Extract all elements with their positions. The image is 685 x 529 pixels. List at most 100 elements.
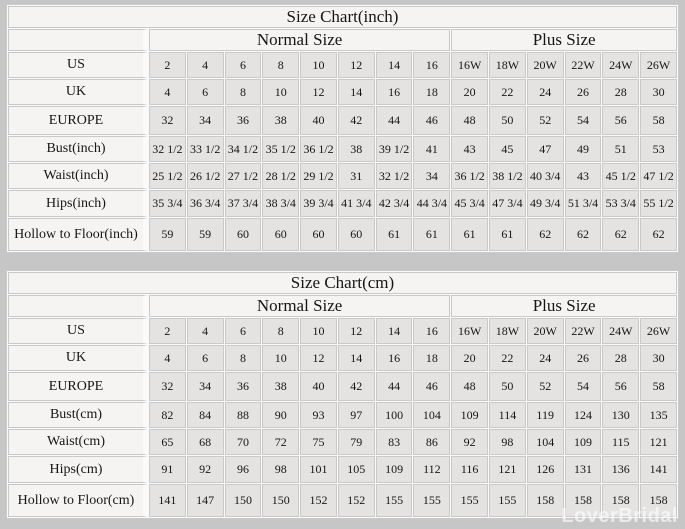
data-cell: 27 1/2	[224, 163, 262, 189]
data-cell: 16	[413, 318, 451, 344]
data-cell: 25 1/2	[149, 163, 186, 189]
data-cell: 152	[300, 484, 337, 517]
data-cell: 14	[337, 345, 375, 371]
data-cell: 47 1/2	[640, 163, 677, 189]
data-cell: 52	[526, 106, 564, 135]
data-cell: 20	[451, 345, 489, 371]
data-cell: 93	[300, 402, 337, 428]
table-title-row: Size Chart(inch)	[8, 6, 677, 28]
data-cell: 158	[526, 484, 564, 517]
data-cell: 92	[451, 429, 489, 455]
data-cell: 45 1/2	[602, 163, 640, 189]
data-cell: 14	[375, 52, 413, 78]
data-cell: 35 3/4	[149, 190, 186, 217]
data-cell: 2	[149, 318, 186, 344]
data-cell: 41 3/4	[337, 190, 375, 217]
data-cell: 6	[224, 52, 262, 78]
data-cell: 14	[337, 79, 375, 105]
data-cell: 155	[375, 484, 413, 517]
data-cell: 48	[451, 106, 489, 135]
data-cell: 10	[262, 345, 300, 371]
data-cell: 135	[640, 402, 677, 428]
data-cell: 28	[602, 345, 640, 371]
data-cell: 104	[526, 429, 564, 455]
data-cell: 8	[224, 79, 262, 105]
table-title: Size Chart(inch)	[8, 6, 677, 28]
table-title: Size Chart(cm)	[8, 272, 677, 294]
data-cell: 12	[300, 79, 337, 105]
table-row: Hollow to Floor(cm) 141 147 150 150 152 152 155…	[8, 484, 677, 517]
data-cell: 34	[186, 372, 224, 401]
data-cell: 14	[375, 318, 413, 344]
data-cell: 26	[564, 79, 602, 105]
data-cell: 20W	[526, 318, 564, 344]
data-cell: 8	[262, 52, 300, 78]
data-cell: 130	[602, 402, 640, 428]
data-cell: 46	[413, 106, 451, 135]
row-label: Bust(cm)	[8, 402, 148, 428]
table-row: Bust(inch) 32 1/2 33 1/2 34 1/2 35 1/2 36 1/2…	[8, 136, 677, 162]
data-cell: 43	[564, 163, 602, 189]
data-cell: 61	[413, 218, 451, 251]
data-cell: 56	[602, 372, 640, 401]
data-cell: 12	[337, 318, 375, 344]
data-cell: 75	[300, 429, 337, 455]
data-cell: 26W	[640, 52, 677, 78]
data-cell: 42	[337, 372, 375, 401]
data-cell: 53	[640, 136, 677, 162]
table-row: EUROPE 32 34 36 38 40 42 44 46 48 50 52 54 56 58	[8, 372, 677, 401]
data-cell: 96	[224, 456, 262, 483]
table-row: Waist(inch) 25 1/2 26 1/2 27 1/2 28 1/2 29 1/…	[8, 163, 677, 189]
data-cell: 43	[451, 136, 489, 162]
data-cell: 40 3/4	[526, 163, 564, 189]
size-chart-cm-table: Size Chart(cm) Normal Size Plus Size US 2 4 6 8…	[6, 270, 679, 519]
data-cell: 45	[489, 136, 526, 162]
row-label: US	[8, 318, 148, 344]
data-cell: 61	[375, 218, 413, 251]
data-cell: 2	[149, 52, 186, 78]
data-cell: 37 3/4	[224, 190, 262, 217]
data-cell: 22W	[564, 318, 602, 344]
data-cell: 126	[526, 456, 564, 483]
data-cell: 10	[262, 79, 300, 105]
data-cell: 51	[602, 136, 640, 162]
data-cell: 36 1/2	[451, 163, 489, 189]
data-cell: 34	[413, 163, 451, 189]
data-cell: 121	[640, 429, 677, 455]
row-label: Hips(cm)	[8, 456, 148, 483]
data-cell: 31	[337, 163, 375, 189]
data-cell: 98	[262, 456, 300, 483]
data-cell: 20W	[526, 52, 564, 78]
data-cell: 109	[375, 456, 413, 483]
column-group-header: Plus Size	[451, 295, 677, 317]
data-cell: 62	[602, 218, 640, 251]
data-cell: 12	[300, 345, 337, 371]
data-cell: 155	[489, 484, 526, 517]
data-cell: 53 3/4	[602, 190, 640, 217]
row-label: Waist(inch)	[8, 163, 148, 189]
data-cell: 44	[375, 106, 413, 135]
row-label: Hips(inch)	[8, 190, 148, 217]
data-cell: 65	[149, 429, 186, 455]
data-cell: 44 3/4	[413, 190, 451, 217]
row-label: Waist(cm)	[8, 429, 148, 455]
data-cell: 28	[602, 79, 640, 105]
data-cell: 131	[564, 456, 602, 483]
table-row: UK 4 6 8 10 12 14 16 18 20 22 24 26 28 30	[8, 79, 677, 105]
data-cell: 60	[337, 218, 375, 251]
data-cell: 150	[224, 484, 262, 517]
data-cell: 119	[526, 402, 564, 428]
column-group-header: Normal Size	[149, 295, 451, 317]
data-cell: 32 1/2	[149, 136, 186, 162]
data-cell: 40	[300, 372, 337, 401]
data-cell: 79	[337, 429, 375, 455]
data-cell: 59	[186, 218, 224, 251]
table-row: Bust(cm) 82 84 88 90 93 97 100 104 109 114 119 124 13…	[8, 402, 677, 428]
data-cell: 61	[489, 218, 526, 251]
data-cell: 84	[186, 402, 224, 428]
data-cell: 60	[300, 218, 337, 251]
data-cell: 38	[262, 372, 300, 401]
size-chart-inch-table: Size Chart(inch) Normal Size Plus Size US 2 4…	[6, 4, 679, 253]
data-cell: 22	[489, 345, 526, 371]
